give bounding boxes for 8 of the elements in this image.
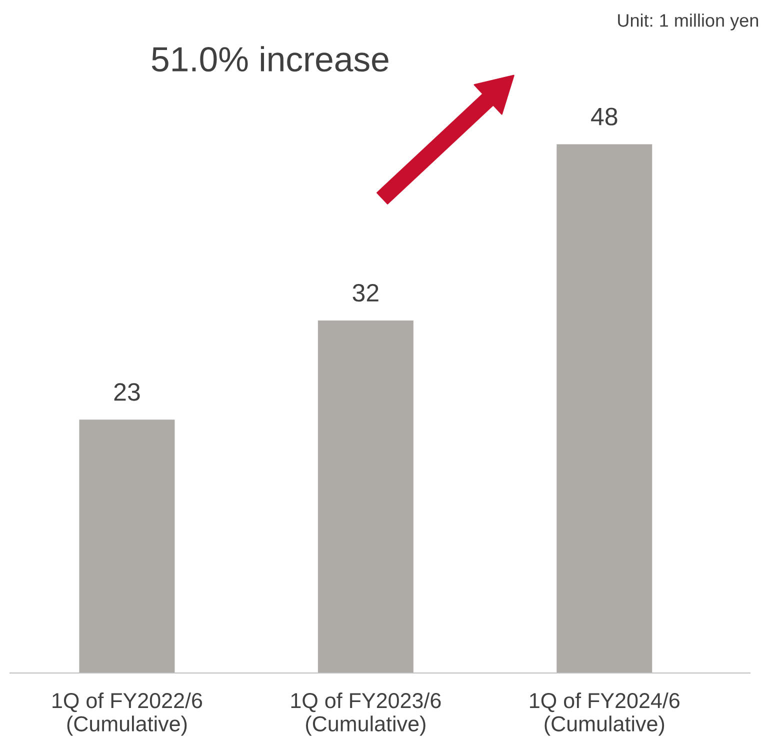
text: 51.0% increase (152, 46, 388, 72)
data-label: 23 (114, 383, 140, 401)
data-label: 32 (352, 284, 378, 302)
x-tick-label: 1Q of FY2024/6 (Cumulative) (530, 692, 680, 736)
x-tick-label: 1Q of FY2022/6 (Cumulative) (52, 692, 202, 736)
data-label: 48 (591, 108, 618, 126)
x-tick-label: 1Q of FY2023/6 (Cumulative) (291, 692, 441, 736)
text: Unit: 1 million yen (618, 14, 758, 30)
